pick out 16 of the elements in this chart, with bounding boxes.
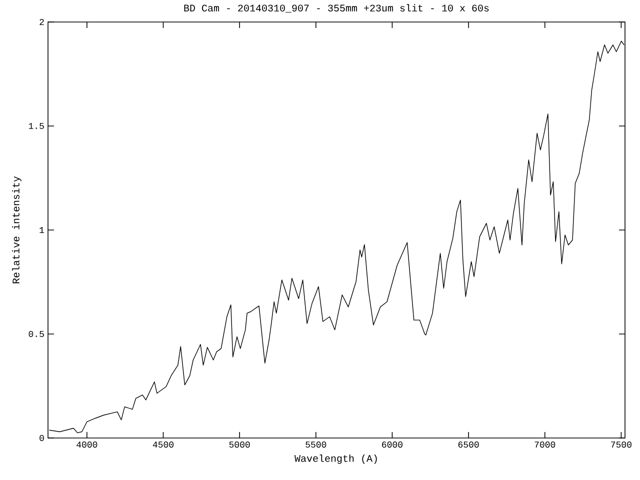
x-tick-label: 7000 [534, 442, 556, 448]
y-axis-title: Relative intensity [12, 176, 22, 284]
y-tick-label: 0.5 [28, 330, 44, 338]
y-tick-label: 1 [40, 227, 44, 233]
y-tick-label: 0 [40, 434, 44, 442]
x-tick-label: 5500 [306, 442, 326, 448]
x-tick-label: 7500 [611, 442, 632, 448]
y-tick-label: 1.5 [28, 122, 44, 130]
y-tick-label: 2 [40, 18, 44, 26]
x-axis-title: Wavelength (A) [294, 454, 377, 464]
x-tick-label: 5000 [229, 442, 250, 448]
x-tick-label: 6000 [382, 442, 402, 448]
x-tick-label: 4500 [152, 442, 174, 448]
x-tick-label: 4000 [76, 442, 98, 448]
x-tick-label: 6500 [458, 442, 479, 448]
chart-title: BD Cam - 20140310_907 - 355mm +23um slit - 10 x 60s [184, 4, 489, 12]
